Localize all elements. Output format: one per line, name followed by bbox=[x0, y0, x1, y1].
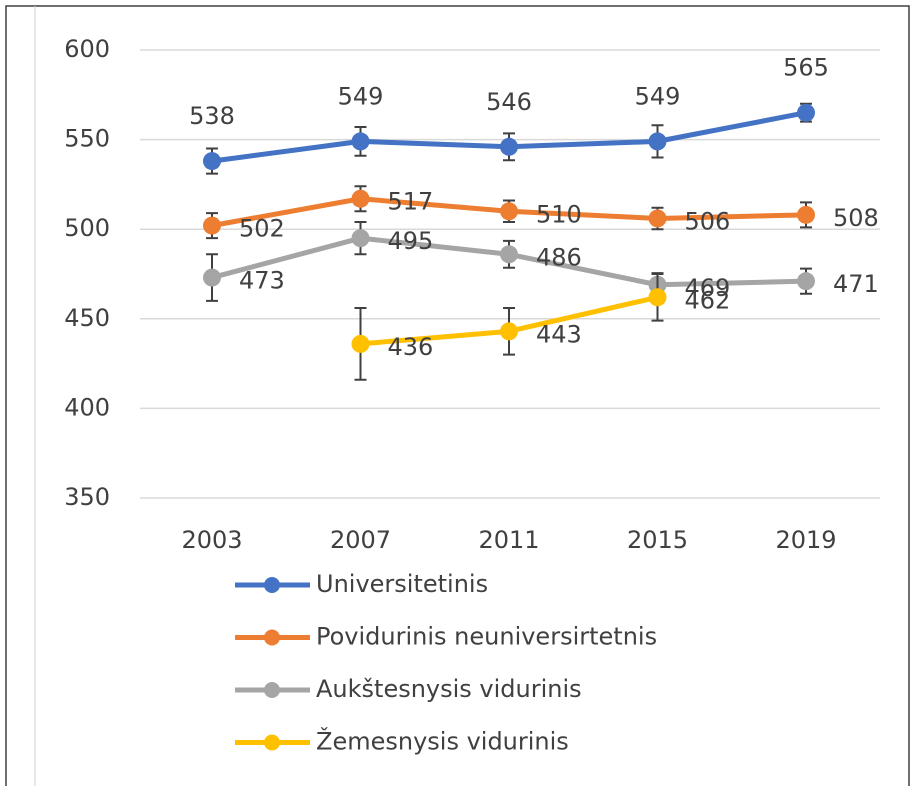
marker bbox=[500, 322, 518, 341]
y-tick-label: 600 bbox=[64, 35, 110, 63]
marker bbox=[797, 272, 815, 291]
data-label: 473 bbox=[239, 267, 285, 295]
marker bbox=[351, 132, 370, 151]
marker bbox=[648, 132, 667, 151]
data-label: 436 bbox=[388, 333, 434, 361]
marker bbox=[500, 245, 518, 264]
x-tick-label: 2019 bbox=[775, 526, 836, 554]
y-tick-label: 350 bbox=[64, 483, 110, 511]
marker bbox=[203, 152, 221, 171]
data-label: 486 bbox=[536, 243, 582, 271]
y-tick-label: 450 bbox=[64, 304, 110, 332]
marker bbox=[797, 205, 815, 224]
y-tick-label: 400 bbox=[64, 393, 110, 421]
legend-label: Universitetinis bbox=[316, 570, 488, 598]
marker bbox=[797, 103, 815, 122]
data-label: 502 bbox=[239, 215, 285, 243]
legend-label: Aukštesnysis vidurinis bbox=[316, 675, 582, 703]
legend-marker bbox=[264, 734, 280, 751]
legend-marker bbox=[264, 682, 280, 698]
y-tick-label: 500 bbox=[64, 214, 110, 242]
marker bbox=[351, 189, 370, 208]
marker bbox=[203, 216, 221, 235]
marker bbox=[203, 268, 221, 287]
x-tick-label: 2003 bbox=[181, 526, 242, 554]
data-label: 469 bbox=[685, 274, 731, 302]
marker bbox=[500, 137, 518, 156]
marker bbox=[351, 334, 370, 353]
y-tick-label: 550 bbox=[64, 125, 110, 153]
legend-marker bbox=[264, 577, 280, 593]
x-tick-label: 2015 bbox=[627, 526, 688, 554]
marker bbox=[648, 288, 667, 307]
data-label: 565 bbox=[783, 54, 829, 82]
data-label: 462 bbox=[685, 286, 731, 314]
x-tick-label: 2011 bbox=[478, 526, 539, 554]
legend-marker bbox=[264, 629, 280, 646]
data-label: 549 bbox=[338, 82, 384, 110]
legend-label: Povidurinis neuniversirtetnis bbox=[316, 623, 657, 651]
data-label: 506 bbox=[685, 207, 731, 235]
data-label: 471 bbox=[833, 270, 879, 298]
data-label: 517 bbox=[388, 188, 434, 216]
marker bbox=[351, 229, 370, 248]
data-label: 508 bbox=[833, 204, 879, 232]
data-label: 495 bbox=[388, 227, 434, 255]
x-tick-label: 2007 bbox=[330, 526, 391, 554]
frame bbox=[5, 5, 910, 786]
data-label: 443 bbox=[536, 320, 582, 348]
data-label: 538 bbox=[189, 102, 235, 130]
data-label: 549 bbox=[635, 82, 681, 110]
marker bbox=[648, 209, 667, 228]
legend-label: Žemesnysis vidurinis bbox=[316, 727, 569, 756]
data-label: 510 bbox=[536, 200, 582, 228]
data-label: 546 bbox=[486, 88, 532, 116]
marker bbox=[500, 202, 518, 221]
